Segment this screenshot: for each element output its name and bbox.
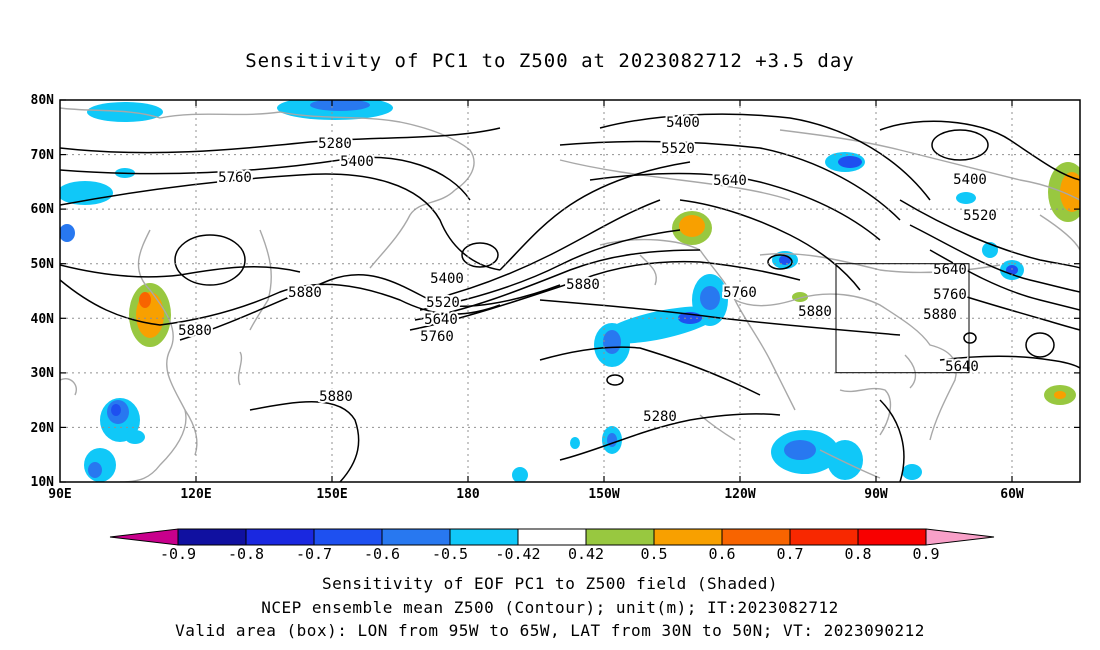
contour-label: 5880 xyxy=(798,304,832,320)
colorbar-label: 0.42 xyxy=(568,545,604,563)
colorbar-label: -0.42 xyxy=(495,545,540,563)
colorbar-swatch xyxy=(313,528,383,546)
contour-label: 5760 xyxy=(420,329,454,345)
colorbar-swatch xyxy=(449,528,519,546)
contour-label: 5280 xyxy=(318,136,352,152)
contour-label: 5520 xyxy=(963,208,997,224)
negative-blob xyxy=(784,440,816,460)
colorbar-label: 0.8 xyxy=(844,545,871,563)
negative-blob xyxy=(310,100,370,111)
caption-shading: Sensitivity of EOF PC1 to Z500 field (Sh… xyxy=(322,574,778,593)
negative-blob xyxy=(125,430,145,444)
colorbar-swatch xyxy=(789,528,859,546)
negative-blob xyxy=(827,440,863,480)
colorbar-swatch xyxy=(653,528,723,546)
sensitivity-shading xyxy=(60,100,1080,482)
colorbar-swatch xyxy=(245,528,315,546)
positive-blob xyxy=(139,292,151,308)
colorbar-swatch xyxy=(177,528,247,546)
colorbar-swatch xyxy=(517,528,587,546)
contour-label: 5880 xyxy=(566,277,600,293)
colorbar-label: -0.9 xyxy=(160,545,196,563)
colorbar-swatch xyxy=(857,528,927,546)
colorbar-label: 0.9 xyxy=(912,545,939,563)
negative-blob xyxy=(60,224,75,242)
negative-blob xyxy=(60,181,113,205)
positive-blob xyxy=(1060,172,1080,212)
negative-blob xyxy=(88,462,102,478)
negative-blob xyxy=(956,192,976,204)
negative-blob xyxy=(603,330,621,354)
positive-blob xyxy=(1054,391,1066,399)
colorbar-right-arrow xyxy=(925,528,995,546)
lon-label: 120W xyxy=(724,487,755,502)
colorbar-label: -0.5 xyxy=(432,545,468,563)
contour-label: 5760 xyxy=(933,287,967,303)
axis-ticks xyxy=(60,99,1080,483)
colorbar-label: 0.7 xyxy=(776,545,803,563)
negative-blob xyxy=(700,286,720,310)
map-title: Sensitivity of PC1 to Z500 at 2023082712… xyxy=(245,50,855,72)
negative-blob xyxy=(111,404,121,416)
lat-label: 70N xyxy=(31,148,55,163)
lat-label: 20N xyxy=(31,421,55,436)
colorbar-swatch xyxy=(585,528,655,546)
contour-labels: 5280540054005520564054005520564057605880… xyxy=(176,113,999,427)
lon-label: 180 xyxy=(456,487,480,502)
contour-label: 5280 xyxy=(643,409,677,425)
negative-blob xyxy=(902,464,922,480)
contour-label: 5640 xyxy=(424,312,458,328)
lat-lon-grid xyxy=(60,100,1080,482)
coastlines xyxy=(60,107,1080,482)
caption-contour: NCEP ensemble mean Z500 (Contour); unit(… xyxy=(261,598,839,617)
colorbar-label: -0.8 xyxy=(228,545,264,563)
contour-label: 5760 xyxy=(218,170,252,186)
lon-label: 150W xyxy=(588,487,619,502)
lat-label: 10N xyxy=(31,475,55,490)
caption-valid-area: Valid area (box): LON from 95W to 65W, L… xyxy=(175,621,925,640)
lat-label: 50N xyxy=(31,257,55,272)
contour-label: 5880 xyxy=(288,285,322,301)
contour-label: 5880 xyxy=(923,307,957,323)
colorbar-swatch xyxy=(381,528,451,546)
valid-area-box xyxy=(835,263,970,374)
negative-blob xyxy=(838,156,862,168)
contour-label: 5400 xyxy=(666,115,700,131)
colorbar-label: -0.6 xyxy=(364,545,400,563)
lat-label: 60N xyxy=(31,202,55,217)
contour-label: 5760 xyxy=(723,285,757,301)
contour-label: 5520 xyxy=(661,141,695,157)
colorbar-label: 0.6 xyxy=(708,545,735,563)
colorbar-left-arrow xyxy=(109,528,179,546)
positive-blob xyxy=(679,215,705,237)
lat-label: 40N xyxy=(31,312,55,327)
contour-label: 5640 xyxy=(945,359,979,375)
contour-label: 5400 xyxy=(953,172,987,188)
contour-label: 5880 xyxy=(178,323,212,339)
lat-label: 30N xyxy=(31,366,55,381)
colorbar-label: 0.5 xyxy=(640,545,667,563)
lat-label: 80N xyxy=(31,93,55,108)
lon-label: 90E xyxy=(48,487,71,502)
colorbar: -0.9 -0.8 -0.7 -0.6 -0.5 -0.42 0.42 0.5 0.6 0.7 0.… xyxy=(109,528,995,563)
negative-blob xyxy=(512,467,528,482)
colorbar-label: -0.7 xyxy=(296,545,332,563)
contour-label: 5640 xyxy=(713,173,747,189)
negative-blob xyxy=(570,437,580,449)
lon-label: 60W xyxy=(1000,487,1024,502)
contour-label: 5640 xyxy=(933,262,967,278)
colorbar-swatch xyxy=(721,528,791,546)
z500-contours xyxy=(60,113,1080,482)
lon-label: 90W xyxy=(864,487,888,502)
lon-label: 150E xyxy=(316,487,347,502)
map-frame xyxy=(59,99,1081,483)
contour-label: 5400 xyxy=(340,154,374,170)
contour-label: 5880 xyxy=(319,389,353,405)
contour-label: 5400 xyxy=(430,271,464,287)
lon-label: 120E xyxy=(180,487,211,502)
contour-label: 5520 xyxy=(426,295,460,311)
